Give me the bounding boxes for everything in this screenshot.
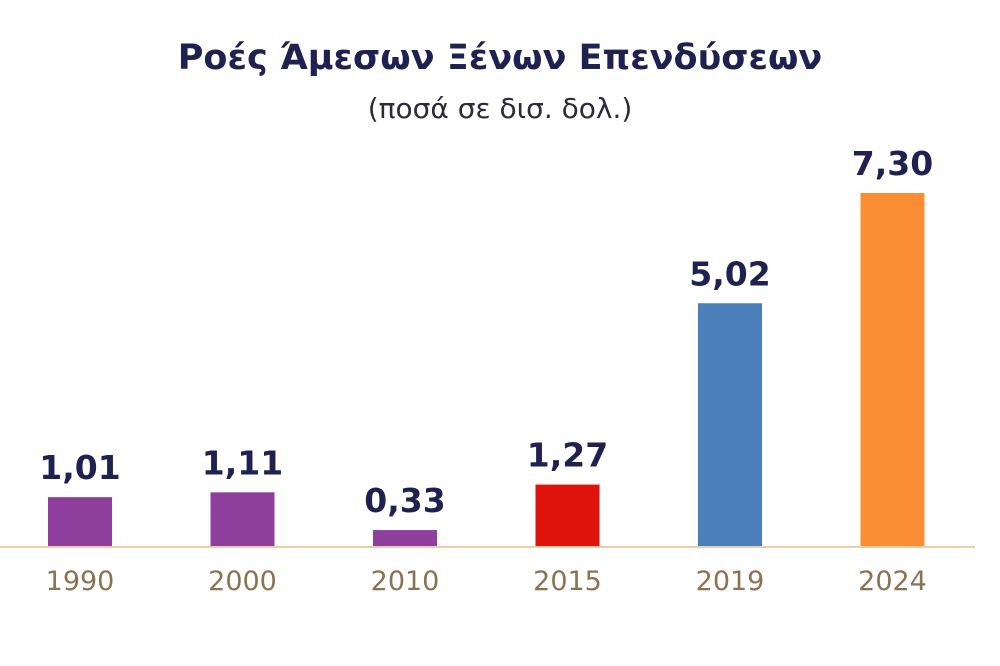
bar-2019 (698, 303, 762, 546)
value-label-2024: 7,30 (852, 144, 933, 183)
bar-2015 (535, 484, 600, 546)
bar-2024 (860, 193, 925, 546)
bar-2010 (373, 530, 437, 546)
x-tick-label-2010: 2010 (371, 566, 440, 597)
x-tick-label-2024: 2024 (858, 566, 927, 597)
value-label-2019: 5,02 (689, 254, 770, 293)
value-label-2010: 0,33 (364, 481, 445, 520)
value-label-2000: 1,11 (202, 443, 283, 482)
x-tick-label-2015: 2015 (533, 566, 602, 597)
x-tick-label-2019: 2019 (696, 566, 765, 597)
value-label-2015: 1,27 (527, 436, 608, 475)
chart-subtitle: (ποσά σε δισ. δολ.) (367, 92, 633, 125)
bar-2000 (210, 492, 275, 546)
bar-1990 (48, 497, 112, 546)
x-tick-label-2000: 2000 (208, 566, 277, 597)
x-tick-label-1990: 1990 (46, 566, 115, 597)
chart-title: Ροές Άμεσων Ξένων Επενδύσεων (177, 38, 823, 78)
value-label-1990: 1,01 (39, 448, 120, 487)
